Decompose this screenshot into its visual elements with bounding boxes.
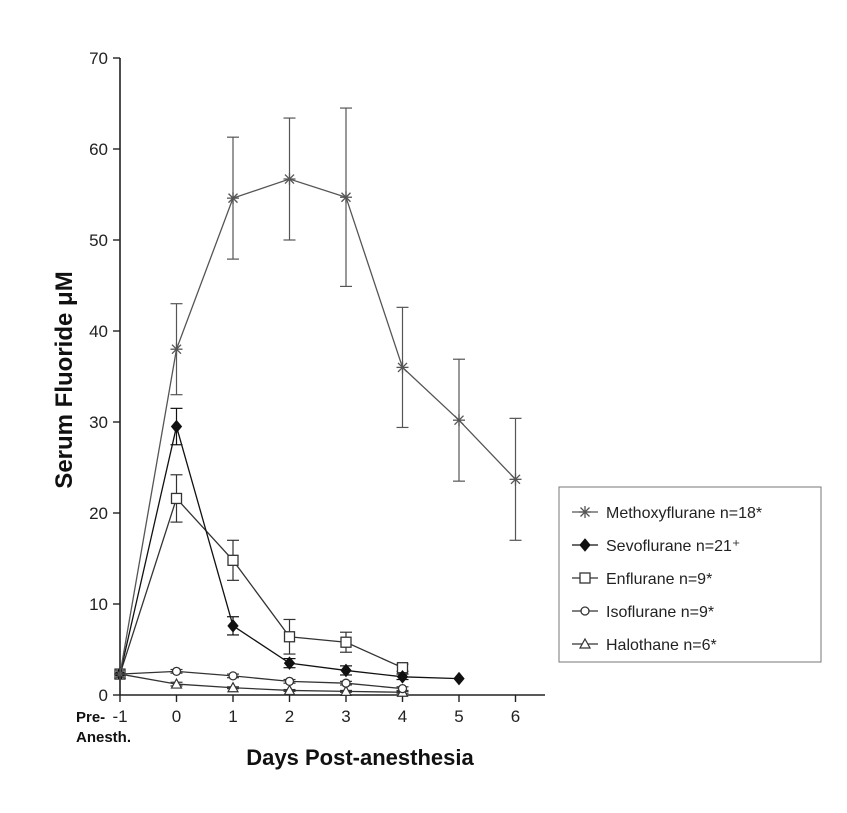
data-point [283, 631, 296, 643]
data-point [283, 684, 296, 696]
series-star [114, 107, 522, 681]
data-point [284, 676, 295, 686]
legend-label: Enflurane n=9* [606, 571, 712, 588]
x-tick-label: 4 [398, 707, 407, 726]
plot-area [113, 107, 522, 697]
data-point [226, 681, 240, 693]
legend-marker [579, 538, 591, 552]
series-line [119, 178, 516, 675]
x-pre-label-line2: Anesth. [76, 729, 131, 746]
legend-marker [578, 637, 592, 649]
x-pre-label-line1: Pre- [76, 709, 105, 726]
data-point [170, 677, 183, 689]
data-point [170, 492, 183, 505]
legend-item: Enflurane n=9* [572, 571, 712, 588]
legend-box [558, 486, 822, 663]
y-tick-label: 60 [89, 140, 108, 159]
data-point [283, 656, 296, 670]
legend-item: Isoflurane n=9* [572, 604, 714, 621]
y-tick-label: 20 [89, 504, 108, 523]
data-point [283, 173, 296, 186]
legend: Methoxyflurane n=18* Sevoflurane n=21⁺ Enf… [558, 486, 822, 663]
legend-item: Methoxyflurane n=18* [572, 505, 762, 522]
x-axis-title: Days Post-anesthesia [246, 745, 474, 770]
data-point [340, 663, 352, 678]
data-point [340, 636, 352, 648]
x-tick-label: 3 [341, 707, 350, 726]
data-point [453, 671, 465, 686]
y-tick-label: 40 [89, 322, 108, 341]
data-point [227, 554, 239, 566]
x-tick-label: 6 [511, 707, 520, 726]
legend-marker [579, 572, 591, 584]
data-point [453, 414, 465, 427]
data-point [228, 671, 238, 681]
x-tick-label: 0 [172, 707, 181, 726]
legend-item: Halothane n=6* [572, 637, 717, 654]
data-point [509, 473, 522, 486]
legend-label: Halothane n=6* [606, 637, 717, 654]
x-tick-label: -1 [112, 707, 127, 726]
data-point [171, 666, 182, 676]
legend-marker [579, 506, 591, 518]
data-point [396, 670, 409, 684]
y-tick-label: 10 [89, 595, 108, 614]
x-tick-label: 5 [454, 707, 463, 726]
series-line [119, 497, 403, 675]
x-tick-label: 2 [285, 707, 294, 726]
data-point [114, 668, 126, 681]
y-tick-label: 0 [99, 686, 108, 705]
data-point [339, 685, 353, 696]
data-point [396, 361, 409, 374]
data-point [170, 343, 183, 356]
data-point [227, 619, 239, 633]
series-line [119, 673, 403, 693]
series-line [119, 670, 403, 690]
legend-item: Sevoflurane n=21⁺ [572, 538, 740, 555]
y-tick-label: 50 [89, 231, 108, 250]
data-point [341, 678, 351, 688]
y-ticks: 0 10 20 30 40 50 60 70 [89, 49, 120, 705]
y-axis-title: Serum Fluoride μM [51, 271, 78, 488]
series-circle [115, 666, 409, 694]
y-tick-label: 30 [89, 413, 108, 432]
legend-label: Methoxyflurane n=18* [606, 505, 762, 522]
data-point [170, 419, 183, 434]
series-triangle [113, 667, 409, 697]
data-point [340, 191, 352, 204]
x-ticks: -1 0 1 2 3 4 5 6 [112, 695, 520, 726]
legend-marker [580, 606, 590, 616]
axes [119, 58, 545, 696]
data-point [227, 192, 239, 205]
y-tick-label: 70 [89, 49, 108, 68]
legend-label: Sevoflurane n=21⁺ [606, 538, 740, 555]
legend-label: Isoflurane n=9* [606, 604, 714, 621]
data-point [397, 683, 408, 694]
x-tick-label: 1 [228, 707, 237, 726]
